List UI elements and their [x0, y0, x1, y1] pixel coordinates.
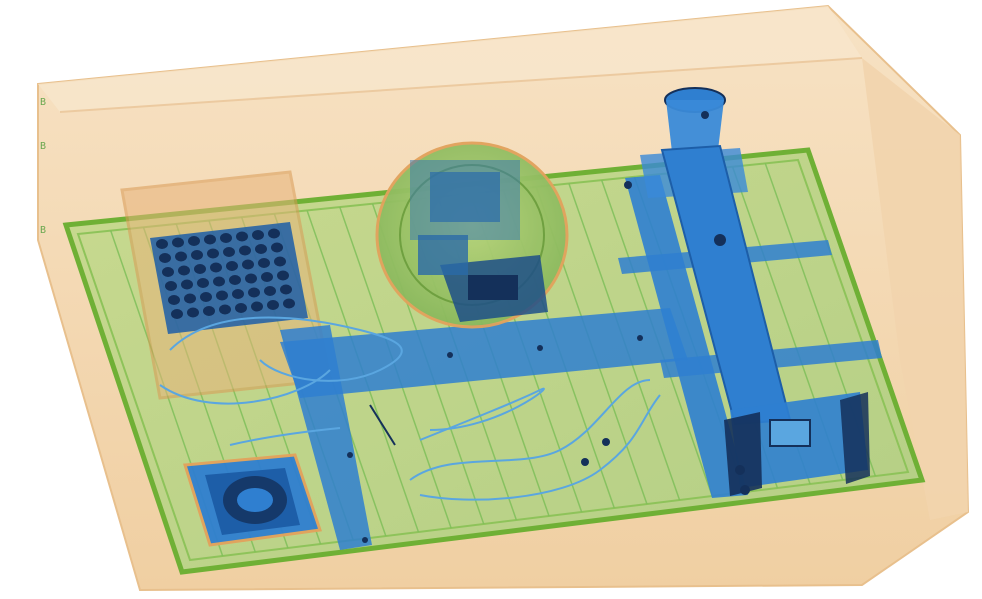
battery-cell [194, 264, 206, 274]
battery-cell [184, 293, 196, 304]
battery-cell [248, 287, 260, 298]
edge-mark-left-1: B [40, 97, 47, 108]
battery-cell [191, 250, 203, 260]
helmet-with-electronics [375, 141, 569, 329]
battery-cell [239, 245, 251, 256]
battery-cell [175, 251, 187, 262]
battery-cell [162, 267, 174, 277]
battery-cell [229, 275, 241, 285]
battery-cell [178, 265, 190, 276]
square-motor-unit [183, 453, 322, 547]
battery-cell [255, 244, 267, 254]
battery-cell [261, 272, 273, 282]
battery-cell [235, 303, 247, 313]
battery-cell [171, 309, 183, 319]
battery-cell [236, 231, 248, 242]
battery-cell [197, 278, 209, 288]
battery-pack [150, 222, 308, 334]
battery-cell [258, 258, 270, 268]
cables [159, 316, 661, 501]
battery-cell [280, 284, 292, 295]
battery-cell [207, 248, 219, 259]
battery-cell [268, 228, 280, 239]
edge-mark-left-2: B [40, 141, 47, 152]
battery-cell [204, 234, 216, 245]
battery-cell [283, 298, 295, 309]
battery-cell [245, 273, 257, 284]
connectors [581, 111, 750, 495]
battery-cell [156, 239, 168, 249]
battery-cell [188, 236, 200, 246]
battery-cell [203, 306, 215, 316]
edge-mark-left-3: B [40, 225, 47, 236]
battery-cell [213, 276, 225, 287]
battery-cell [271, 242, 283, 253]
battery-cell [216, 290, 228, 301]
battery-cell [220, 233, 232, 243]
battery-cell [181, 279, 193, 290]
battery-cell [159, 253, 171, 263]
battery-cell [219, 304, 231, 315]
battery-cell [274, 256, 286, 267]
battery-cell [200, 292, 212, 302]
battery-cell [267, 300, 279, 310]
battery-cell [264, 286, 276, 296]
battery-cell [232, 289, 244, 299]
battery-cell [251, 301, 263, 312]
battery-cell [172, 237, 184, 248]
battery-cell [242, 259, 254, 270]
battery-cell [210, 262, 222, 273]
battery-cell [165, 281, 177, 291]
battery-cell [187, 307, 199, 318]
battery-cell [226, 261, 238, 271]
t-shaped-metal-bar [280, 308, 688, 550]
vertical-beam-with-clamp [660, 87, 870, 496]
battery-cell [252, 230, 264, 240]
battery-cell [168, 295, 180, 305]
battery-cell [277, 270, 289, 281]
battery-cell [223, 247, 235, 257]
